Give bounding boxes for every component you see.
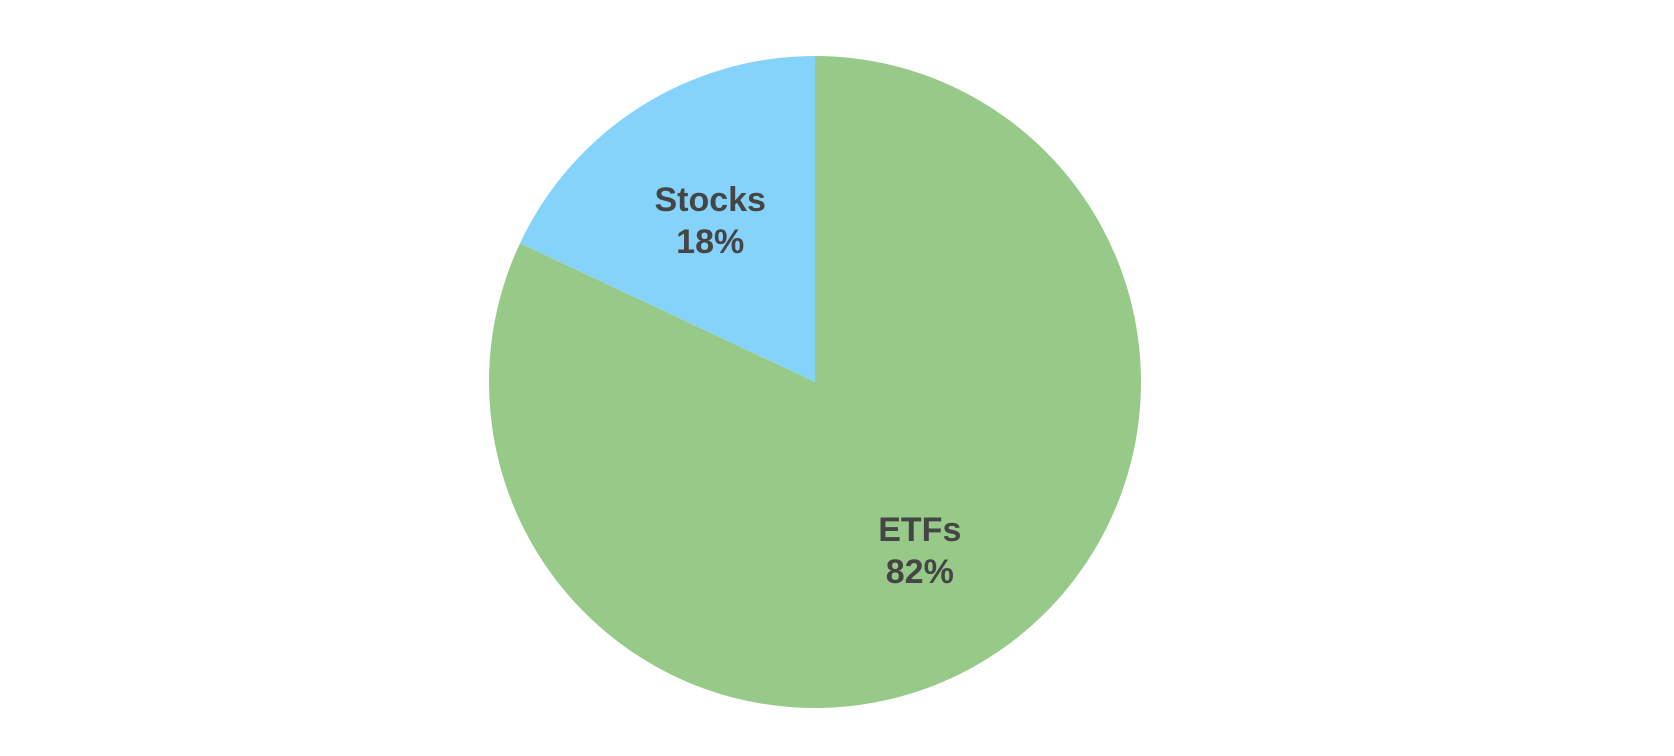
slice-value-stocks: 18% — [676, 223, 744, 261]
pie-slices — [488, 56, 1141, 709]
slice-value-etfs: 82% — [886, 553, 954, 591]
slice-label-etfs: ETFs — [878, 511, 961, 549]
pie-slice-stocks — [520, 56, 815, 382]
pie-labels: ETFs 82% Stocks 18% — [654, 181, 961, 591]
slice-label-stocks: Stocks — [654, 181, 766, 219]
pie-slice-etfs — [488, 56, 1141, 709]
